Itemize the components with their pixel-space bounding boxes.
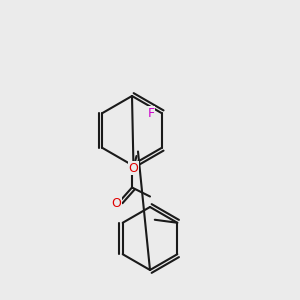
Text: O: O (129, 161, 138, 175)
Text: O: O (112, 197, 121, 210)
Text: F: F (147, 107, 155, 120)
